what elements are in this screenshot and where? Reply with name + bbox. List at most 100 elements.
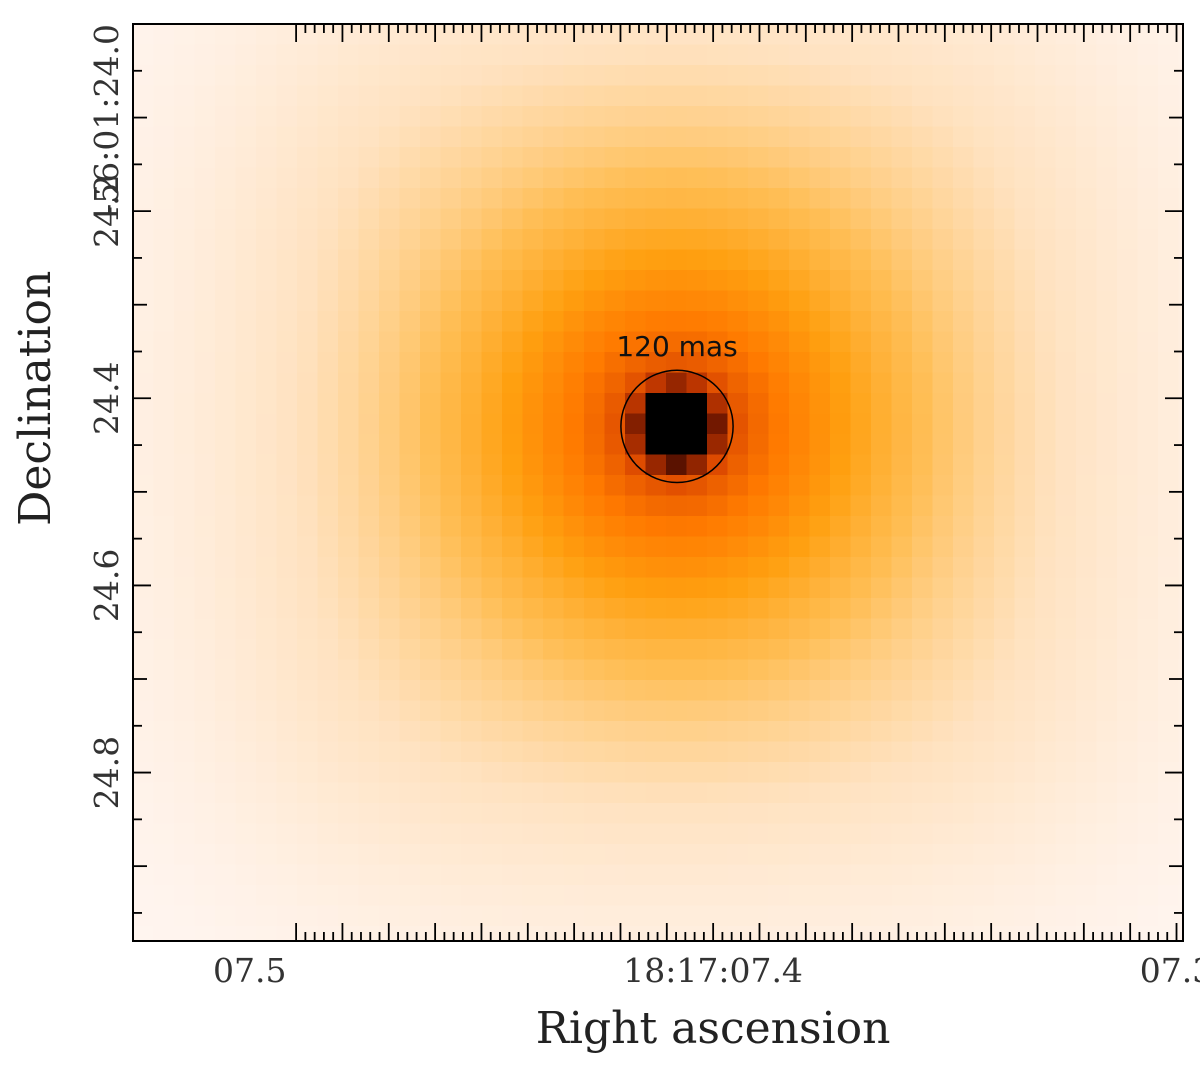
heatmap-cell [707, 331, 729, 353]
heatmap-cell [256, 393, 278, 415]
heatmap-cell [256, 454, 278, 476]
heatmap-cell [891, 229, 913, 251]
heatmap-cell [502, 434, 524, 456]
heatmap-cell [174, 782, 196, 804]
heatmap-cell [994, 44, 1016, 66]
heatmap-cell [973, 290, 995, 312]
heatmap-cell [625, 823, 647, 845]
heatmap-cell [420, 147, 442, 169]
heatmap-cell [871, 516, 893, 538]
heatmap-cell [420, 659, 442, 681]
heatmap-cell [317, 926, 339, 941]
heatmap-cell [666, 762, 688, 784]
heatmap-cell [522, 680, 544, 702]
heatmap-cell [727, 270, 749, 292]
heatmap-cell [543, 823, 565, 845]
heatmap-cell [1035, 741, 1057, 763]
heatmap-cell [1014, 577, 1036, 599]
heatmap-cell [194, 516, 216, 538]
heatmap-cell [932, 393, 954, 415]
heatmap-cell [932, 44, 954, 66]
heatmap-cell [502, 147, 524, 169]
heatmap-cell [297, 393, 319, 415]
heatmap-cell [133, 249, 155, 271]
heatmap-cell [748, 65, 770, 87]
heatmap-cell [850, 639, 872, 661]
heatmap-cell [133, 393, 155, 415]
heatmap-cell [1096, 147, 1118, 169]
heatmap-cell [563, 700, 585, 722]
heatmap-cell [707, 434, 729, 456]
heatmap-cell [420, 208, 442, 230]
heatmap-cell [317, 413, 339, 435]
heatmap-cell [317, 905, 339, 927]
heatmap-cell [584, 762, 606, 784]
heatmap-cell [235, 85, 257, 107]
heatmap-cell [461, 167, 483, 189]
heatmap-cell [522, 885, 544, 907]
heatmap-cell [543, 536, 565, 558]
heatmap-cell [317, 331, 339, 353]
heatmap-cell [973, 126, 995, 148]
heatmap-cell [420, 24, 442, 46]
heatmap-cell [379, 126, 401, 148]
heatmap-cell [1055, 331, 1077, 353]
heatmap-cell [809, 659, 831, 681]
heatmap-cell [748, 782, 770, 804]
heatmap-cell [871, 659, 893, 681]
heatmap-cell [440, 208, 462, 230]
heatmap-cell [1117, 311, 1139, 333]
heatmap-cell [543, 249, 565, 271]
heatmap-cell [317, 803, 339, 825]
heatmap-cell [809, 864, 831, 886]
heatmap-cell [399, 454, 421, 476]
heatmap-cell [297, 188, 319, 210]
heatmap-cell [748, 864, 770, 886]
heatmap-cell [604, 905, 626, 927]
heatmap-cell [584, 598, 606, 620]
heatmap-cell [666, 393, 688, 415]
heatmap-cell [1076, 721, 1098, 743]
heatmap-cell [748, 249, 770, 271]
heatmap-cell [809, 44, 831, 66]
heatmap-cell [932, 577, 954, 599]
heatmap-cell [317, 844, 339, 866]
heatmap-cell [748, 905, 770, 927]
heatmap-cell [133, 700, 155, 722]
heatmap-cell [215, 331, 237, 353]
heatmap-cell [256, 311, 278, 333]
heatmap-cell [379, 208, 401, 230]
heatmap-cell [686, 557, 708, 579]
heatmap-cell [625, 905, 647, 927]
heatmap-cell [809, 434, 831, 456]
heatmap-cell [727, 782, 749, 804]
heatmap-cell [789, 557, 811, 579]
heatmap-cell [912, 905, 934, 927]
heatmap-cell [440, 823, 462, 845]
heatmap-cell [563, 864, 585, 886]
heatmap-cell [666, 782, 688, 804]
heatmap-cell [748, 147, 770, 169]
heatmap-cell [399, 188, 421, 210]
heatmap-cell [133, 495, 155, 517]
heatmap-cell [358, 208, 380, 230]
heatmap-cell [379, 803, 401, 825]
heatmap-cell [912, 65, 934, 87]
heatmap-cell [543, 782, 565, 804]
heatmap-cell [1096, 24, 1118, 46]
heatmap-cell [666, 557, 688, 579]
heatmap-cell [850, 229, 872, 251]
heatmap-cell [563, 249, 585, 271]
heatmap-cell [994, 372, 1016, 394]
heatmap-cell [891, 393, 913, 415]
heatmap-cell [707, 147, 729, 169]
heatmap-cell [953, 700, 975, 722]
heatmap-cell [830, 844, 852, 866]
heatmap-cell [973, 270, 995, 292]
heatmap-cell [338, 249, 360, 271]
heatmap-cell [338, 85, 360, 107]
heatmap-cell [953, 229, 975, 251]
heatmap-cell [358, 44, 380, 66]
heatmap-cell [789, 721, 811, 743]
